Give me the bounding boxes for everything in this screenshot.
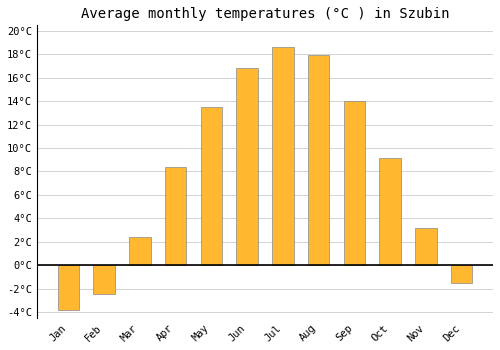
Bar [94,265,115,294]
Bar [236,68,258,265]
Bar [380,159,401,265]
Bar [272,47,293,265]
Bar [415,228,436,265]
Bar [129,237,150,265]
Bar [200,107,222,265]
Bar [451,265,472,283]
Bar [165,167,186,265]
Bar [308,55,330,265]
Bar [344,101,365,265]
Bar [58,265,79,310]
Title: Average monthly temperatures (°C ) in Szubin: Average monthly temperatures (°C ) in Sz… [80,7,449,21]
